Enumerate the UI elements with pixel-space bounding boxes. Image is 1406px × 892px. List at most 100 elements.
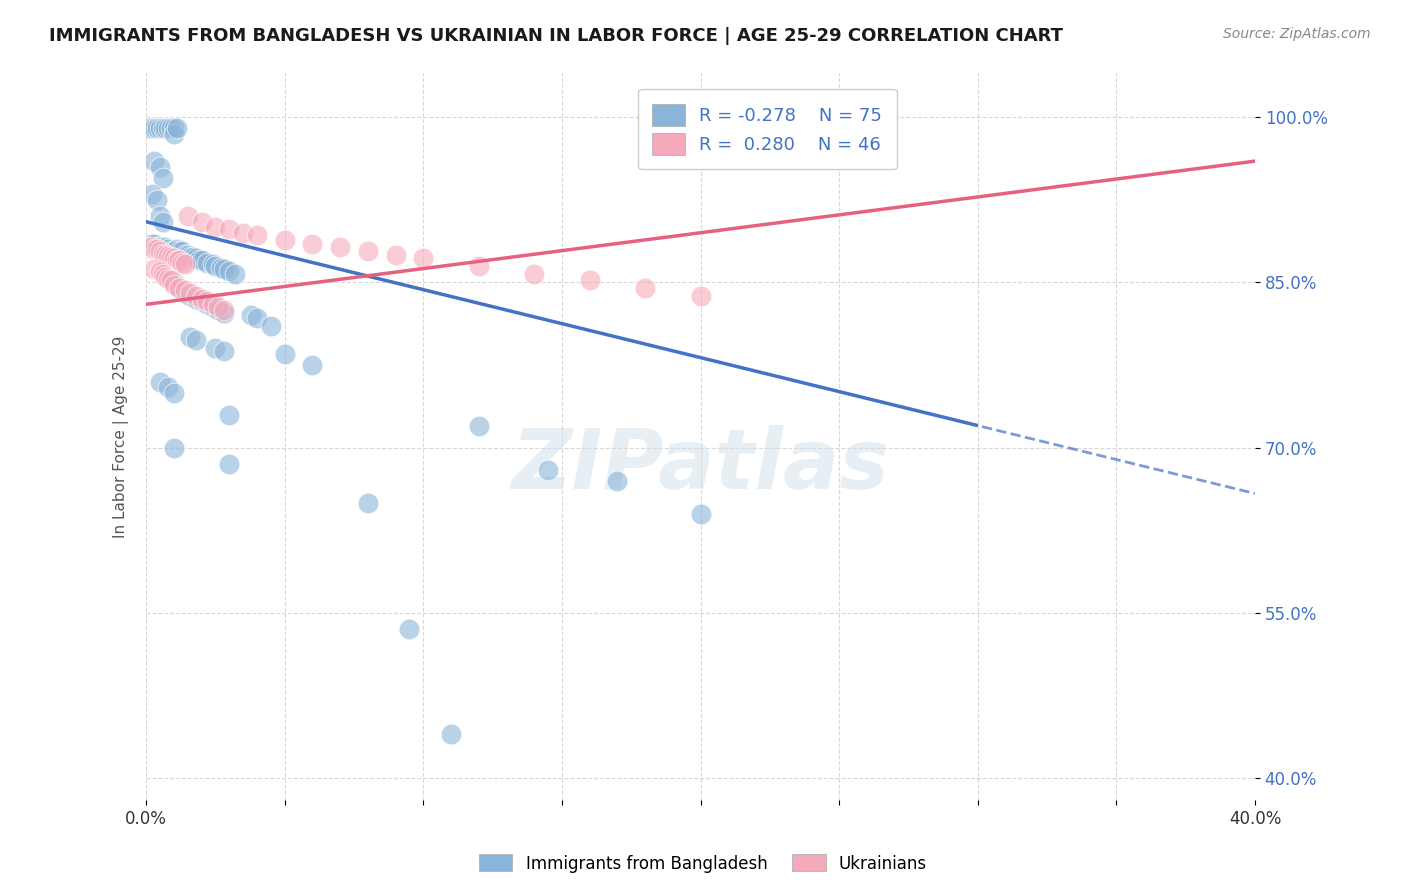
Point <box>218 222 240 236</box>
Point <box>169 253 191 268</box>
Point <box>212 262 235 277</box>
Point <box>152 170 174 185</box>
Point <box>143 242 166 256</box>
Point <box>176 248 198 262</box>
Point <box>190 292 212 306</box>
Point <box>181 250 204 264</box>
Point <box>166 242 188 256</box>
Point <box>169 281 191 295</box>
Point <box>169 244 191 259</box>
Point <box>201 297 224 311</box>
Point <box>179 250 201 264</box>
Point <box>212 306 235 320</box>
Point <box>260 319 283 334</box>
Point <box>163 441 186 455</box>
Point <box>212 302 235 317</box>
Point <box>195 255 218 269</box>
Point <box>157 269 180 284</box>
Point <box>201 257 224 271</box>
Point <box>207 300 229 314</box>
Point <box>138 240 160 254</box>
Point <box>143 236 166 251</box>
Point <box>169 281 191 295</box>
Point <box>157 242 180 256</box>
Point <box>634 281 657 295</box>
Point <box>187 253 209 268</box>
Point <box>204 220 226 235</box>
Point <box>204 259 226 273</box>
Point <box>468 259 491 273</box>
Point <box>184 292 207 306</box>
Point <box>537 463 560 477</box>
Point <box>329 240 352 254</box>
Point <box>190 294 212 309</box>
Point <box>224 267 246 281</box>
Point <box>166 253 188 268</box>
Text: ZIPatlas: ZIPatlas <box>512 425 890 506</box>
Point <box>143 154 166 169</box>
Point <box>163 276 186 290</box>
Point <box>301 236 323 251</box>
Text: Source: ZipAtlas.com: Source: ZipAtlas.com <box>1223 27 1371 41</box>
Point <box>141 187 163 202</box>
Point <box>195 294 218 309</box>
Point <box>468 418 491 433</box>
Point <box>412 251 434 265</box>
Point <box>218 457 240 471</box>
Point <box>240 309 263 323</box>
Point <box>141 240 163 254</box>
Point <box>152 121 174 136</box>
Point <box>174 257 197 271</box>
Point <box>218 408 240 422</box>
Point <box>146 121 169 136</box>
Point <box>273 347 295 361</box>
Legend: R = -0.278    N = 75, R =  0.280    N = 46: R = -0.278 N = 75, R = 0.280 N = 46 <box>638 89 897 169</box>
Text: IMMIGRANTS FROM BANGLADESH VS UKRAINIAN IN LABOR FORCE | AGE 25-29 CORRELATION C: IMMIGRANTS FROM BANGLADESH VS UKRAINIAN … <box>49 27 1063 45</box>
Point <box>689 507 711 521</box>
Point <box>141 236 163 251</box>
Point <box>179 286 201 301</box>
Point <box>160 244 183 259</box>
Point <box>155 269 177 284</box>
Point <box>143 121 166 136</box>
Point <box>155 240 177 254</box>
Point <box>163 385 186 400</box>
Point <box>212 343 235 358</box>
Point <box>398 623 420 637</box>
Point <box>218 264 240 278</box>
Point <box>143 262 166 277</box>
Point <box>201 300 224 314</box>
Point <box>190 253 212 268</box>
Point <box>157 249 180 263</box>
Point <box>163 121 186 136</box>
Point <box>384 248 406 262</box>
Point <box>155 121 177 136</box>
Point <box>146 193 169 207</box>
Point <box>179 288 201 302</box>
Point <box>204 342 226 356</box>
Point <box>246 310 269 325</box>
Point <box>149 240 172 254</box>
Point <box>232 226 254 240</box>
Point <box>357 496 380 510</box>
Point <box>440 727 463 741</box>
Point <box>606 474 628 488</box>
Point <box>149 244 172 259</box>
Point <box>301 358 323 372</box>
Point <box>207 302 229 317</box>
Point <box>195 297 218 311</box>
Point <box>157 121 180 136</box>
Point <box>152 267 174 281</box>
Point <box>152 215 174 229</box>
Point <box>184 333 207 347</box>
Point <box>152 246 174 260</box>
Point <box>160 250 183 264</box>
Point <box>146 240 169 254</box>
Point <box>163 244 186 259</box>
Point <box>152 242 174 256</box>
Y-axis label: In Labor Force | Age 25-29: In Labor Force | Age 25-29 <box>114 335 129 538</box>
Point <box>157 380 180 394</box>
Point <box>166 121 188 136</box>
Point <box>172 255 194 269</box>
Point <box>184 288 207 302</box>
